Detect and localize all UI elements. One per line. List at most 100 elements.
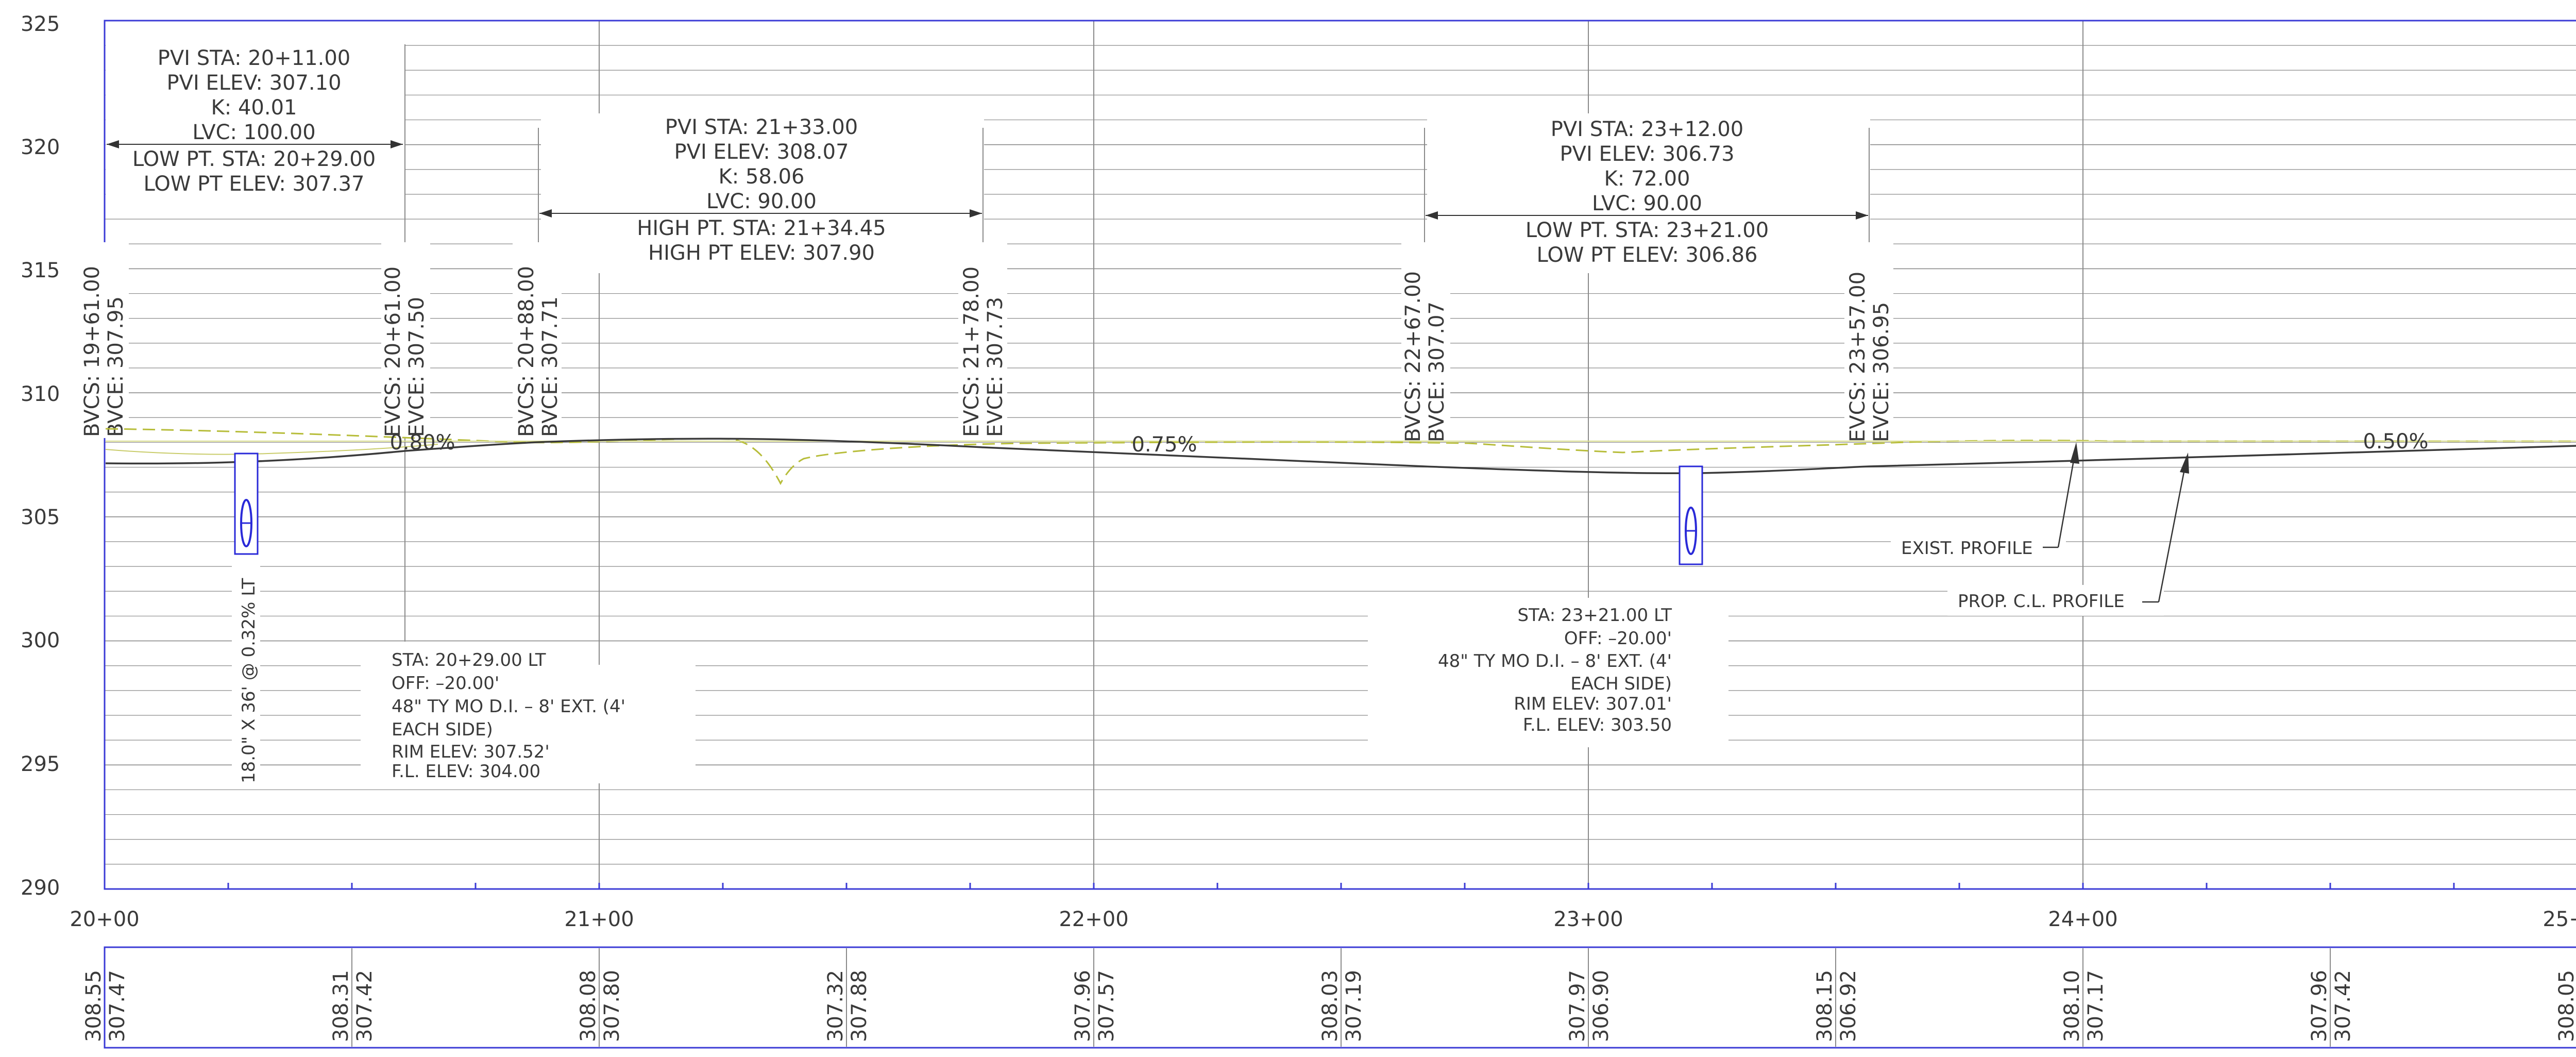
structure-rim: RIM ELEV: 307.52' <box>392 742 550 762</box>
elevation-value: 307.96 <box>1071 970 1095 1042</box>
k-value: K: 72.00 <box>1604 167 1690 191</box>
structure-fl: F.L. ELEV: 304.00 <box>392 761 540 782</box>
low-pt-sta: LOW PT. STA: 20+29.00 <box>132 147 376 171</box>
structure-rim: RIM ELEV: 307.01' <box>1514 694 1672 714</box>
y-tick-label: 305 <box>21 506 60 529</box>
elevation-value: 307.97 <box>1566 970 1589 1042</box>
exist-profile-label: EXIST. PROFILE <box>1901 538 2033 559</box>
elevation-value: 307.96 <box>2308 970 2331 1042</box>
structure-off: OFF: –20.00' <box>392 673 499 694</box>
elevation-value: 307.17 <box>2084 970 2108 1042</box>
station-ticks <box>104 883 2455 889</box>
elevation-value: 307.88 <box>848 970 871 1042</box>
elevation-value: 308.08 <box>577 970 600 1042</box>
structure-off: OFF: –20.00' <box>1564 628 1672 649</box>
elevation-value: 307.42 <box>353 970 377 1042</box>
elevation-value: 307.47 <box>106 970 129 1042</box>
y-tick-label: 295 <box>21 752 60 776</box>
high-pt-sta: HIGH PT. STA: 21+34.45 <box>637 216 886 240</box>
station-label: 23+00 <box>1553 908 1623 931</box>
pvi-elev: PVI ELEV: 308.07 <box>674 140 849 164</box>
structure-2-callout: STA: 23+21.00 LT OFF: –20.00' 48" TY MO … <box>1368 598 1728 747</box>
bvc-elev: BVCE: 307.07 <box>1425 301 1449 442</box>
elevation-value: 307.19 <box>1342 970 1366 1042</box>
curve-2-annotation: PVI STA: 21+33.00 PVI ELEV: 308.07 K: 58… <box>538 113 984 438</box>
elevation-table: 308.55 307.47 308.31 307.42 308.08 307.80 307.… <box>82 948 2576 1047</box>
lvc: LVC: 90.00 <box>706 190 817 213</box>
existing-ground-profile <box>105 428 2576 485</box>
bvc-elev: BVCE: 307.95 <box>104 296 128 437</box>
structure-desc: 48" TY MO D.I. – 8' EXT. (4' <box>1438 651 1672 672</box>
structure-1 <box>234 452 259 555</box>
evc-sta: EVCS: 20+61.00 <box>381 266 405 437</box>
station-label: 24+00 <box>2048 908 2117 931</box>
evc-sta: EVCS: 21+78.00 <box>960 266 984 437</box>
structure-sta: STA: 23+21.00 LT <box>1517 605 1672 626</box>
elevation-value: 307.32 <box>824 970 848 1042</box>
pvi-sta: PVI STA: 20+11.00 <box>158 46 351 70</box>
bvc-sta: BVCS: 20+88.00 <box>515 266 538 437</box>
station-label: 25+00 <box>2543 908 2576 931</box>
proposed-profile <box>105 438 2576 475</box>
structure-sta: STA: 20+29.00 LT <box>392 650 546 670</box>
y-tick-label: 300 <box>21 629 60 652</box>
evc-elev: EVCE: 307.73 <box>984 297 1007 437</box>
structure-desc: 48" TY MO D.I. – 8' EXT. (4' <box>392 696 625 717</box>
grade-label: 0.75% <box>1131 433 1197 457</box>
structure-1-callout: STA: 20+29.00 LT OFF: –20.00' 48" TY MO … <box>361 642 696 783</box>
elevation-value: 307.80 <box>600 970 624 1042</box>
y-tick-label: 325 <box>21 12 60 36</box>
low-pt-sta: LOW PT. STA: 23+21.00 <box>1526 219 1769 242</box>
pipe-label: 18.0" X 36' @ 0.32% LT <box>239 578 259 783</box>
elevation-value: 308.15 <box>1813 970 1837 1042</box>
bvc-elev: BVCE: 307.71 <box>538 296 562 437</box>
grade-label: 0.50% <box>2363 430 2428 454</box>
grade-label: 0.80% <box>389 431 455 455</box>
lvc: LVC: 90.00 <box>1592 192 1702 215</box>
lvc: LVC: 100.00 <box>192 121 315 144</box>
elevation-value: 307.42 <box>2331 970 2355 1042</box>
existing-profile-left <box>105 444 438 455</box>
structure-desc: EACH SIDE) <box>1570 674 1672 694</box>
curve-1-annotation: PVI STA: 20+11.00 PVI ELEV: 307.10 K: 40… <box>106 44 405 783</box>
low-pt-elev: LOW PT ELEV: 306.86 <box>1537 243 1758 267</box>
structure-2 <box>1679 465 1703 565</box>
station-label: 22+00 <box>1059 908 1128 931</box>
elevation-value: 308.05 <box>2555 970 2576 1042</box>
y-axis-labels: 325 320 315 310 305 300 295 290 <box>21 12 60 900</box>
structure-fl: F.L. ELEV: 303.50 <box>1523 715 1672 735</box>
vc-point-labels: BVCS: 19+61.00 BVCE: 307.95 EVCS: 20+61.… <box>80 242 1893 442</box>
elevation-value: 308.03 <box>1318 970 1342 1042</box>
pvi-elev: PVI ELEV: 306.73 <box>1560 142 1734 166</box>
k-value: K: 40.01 <box>211 96 297 120</box>
elevation-value: 308.31 <box>329 970 353 1042</box>
prop-profile-label: PROP. C.L. PROFILE <box>1958 591 2125 612</box>
elevation-value: 308.55 <box>82 970 106 1042</box>
grade-labels: 0.80% 0.75% 0.50% <box>389 430 2428 457</box>
y-tick-label: 320 <box>21 136 60 159</box>
elevation-table-frame <box>104 946 2576 1049</box>
pvi-sta: PVI STA: 21+33.00 <box>665 115 858 139</box>
elevation-value: 308.10 <box>2060 970 2084 1042</box>
y-tick-label: 290 <box>21 876 60 900</box>
x-axis-labels: 20+00 21+00 22+00 23+00 24+00 25+00 <box>70 908 2576 931</box>
bvc-sta: BVCS: 19+61.00 <box>80 266 104 437</box>
evc-elev: EVCE: 307.50 <box>405 297 429 437</box>
curve-3-annotation: PVI STA: 23+12.00 PVI ELEV: 306.73 K: 72… <box>1424 113 1870 438</box>
low-pt-elev: LOW PT ELEV: 307.37 <box>144 172 365 196</box>
evc-elev: EVCE: 306.95 <box>1870 302 1893 442</box>
elevation-value: 307.57 <box>1095 970 1118 1042</box>
y-tick-label: 315 <box>21 259 60 282</box>
profile-leaders: EXIST. PROFILE PROP. C.L. PROFILE <box>1891 442 2189 616</box>
station-label: 21+00 <box>564 908 634 931</box>
k-value: K: 58.06 <box>719 165 805 189</box>
pipe-label-group: 18.0" X 36' @ 0.32% LT <box>232 557 260 788</box>
y-tick-label: 310 <box>21 382 60 406</box>
high-pt-elev: HIGH PT ELEV: 307.90 <box>648 241 875 265</box>
pvi-sta: PVI STA: 23+12.00 <box>1551 118 1744 141</box>
structure-desc: EACH SIDE) <box>392 719 493 740</box>
evc-sta: EVCS: 23+57.00 <box>1846 272 1870 442</box>
pvi-elev: PVI ELEV: 307.10 <box>166 71 341 95</box>
station-label: 20+00 <box>70 908 139 931</box>
